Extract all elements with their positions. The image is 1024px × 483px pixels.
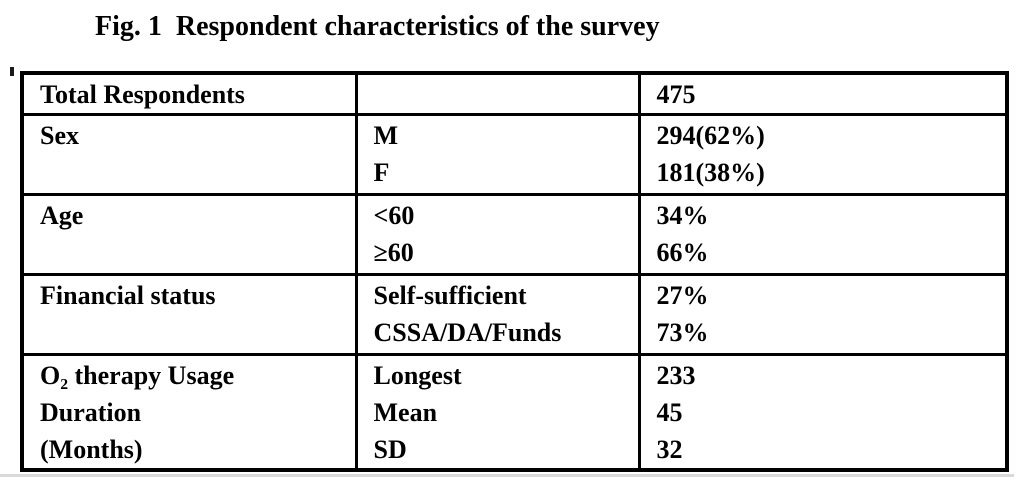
table-row-financial-status: Financial status Self-sufficient CSSA/DA… xyxy=(20,273,1009,356)
subcategory-line: Self-sufficient xyxy=(373,281,527,310)
category-cell: Age xyxy=(20,193,358,276)
value-cell: 294(62%) 181(38%) xyxy=(637,113,1009,196)
value-line: 32 xyxy=(656,435,683,464)
value-line: 66% xyxy=(656,238,709,267)
category-cell: Sex xyxy=(20,113,358,196)
value-line: 294(62%) xyxy=(656,121,765,150)
subcategory-line: F xyxy=(373,158,390,187)
category-line: O₂ therapy Usage xyxy=(40,361,235,390)
value-cell: 34% 66% xyxy=(637,193,1009,276)
category-cell: O₂ therapy Usage Duration (Months) xyxy=(20,353,358,472)
subcategory-cell xyxy=(354,71,641,116)
table-row-sex: Sex M F 294(62%) 181(38%) xyxy=(20,113,1009,196)
table-row-age: Age <60 ≥60 34% 66% xyxy=(20,193,1009,276)
subcategory-line: M xyxy=(373,121,399,150)
respondent-characteristics-table: Total Respondents 475 Sex M F 294(62%) 1… xyxy=(20,71,1009,472)
category-line: Financial status xyxy=(40,281,216,310)
category-line: Duration xyxy=(40,398,142,427)
subcategory-cell: Self-sufficient CSSA/DA/Funds xyxy=(354,273,641,356)
figure-title: Fig. 1 Respondent characteristics of the… xyxy=(95,11,660,42)
subcategory-cell: Longest Mean SD xyxy=(354,353,641,472)
subcategory-line: <60 xyxy=(373,201,415,230)
value-line: 27% xyxy=(656,281,709,310)
subcategory-line: Longest xyxy=(373,361,462,390)
category-cell: Total Respondents xyxy=(20,71,358,116)
subcategory-line: CSSA/DA/Funds xyxy=(373,318,562,347)
subcategory-line: ≥60 xyxy=(373,238,414,267)
value-cell: 27% 73% xyxy=(637,273,1009,356)
category-cell: Financial status xyxy=(20,273,358,356)
value-line: 73% xyxy=(656,318,709,347)
table-row-total-respondents: Total Respondents 475 xyxy=(20,71,1009,116)
category-line: (Months) xyxy=(40,435,143,464)
value-line: 45 xyxy=(656,398,683,427)
value-line: 475 xyxy=(656,80,696,109)
category-line: Age xyxy=(40,201,84,230)
table-row-o2-therapy-usage: O₂ therapy Usage Duration (Months) Longe… xyxy=(20,353,1009,472)
scan-artifact xyxy=(0,474,1014,477)
value-line: 233 xyxy=(656,361,696,390)
category-line: Total Respondents xyxy=(40,80,245,109)
value-cell: 233 45 32 xyxy=(637,353,1009,472)
subcategory-line: SD xyxy=(373,435,407,464)
subcategory-cell: M F xyxy=(354,113,641,196)
subcategory-line: Mean xyxy=(373,398,438,427)
scan-mark xyxy=(10,67,14,76)
subcategory-cell: <60 ≥60 xyxy=(354,193,641,276)
value-line: 34% xyxy=(656,201,709,230)
category-line: Sex xyxy=(40,121,79,150)
value-cell: 475 xyxy=(637,71,1009,116)
value-line: 181(38%) xyxy=(656,158,765,187)
